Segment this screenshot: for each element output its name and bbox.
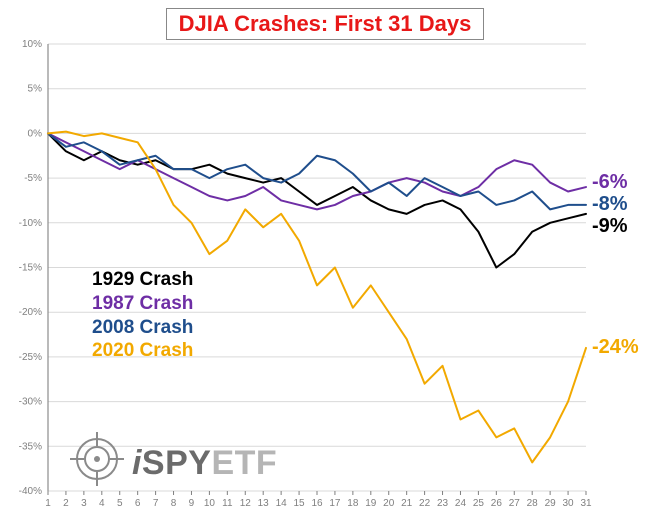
svg-text:8: 8 bbox=[171, 498, 177, 509]
svg-text:14: 14 bbox=[276, 498, 288, 509]
chart-container: DJIA Crashes: First 31 Days -40%-35%-30%… bbox=[0, 0, 650, 521]
svg-text:27: 27 bbox=[509, 498, 521, 509]
svg-text:12: 12 bbox=[240, 498, 252, 509]
svg-text:-30%: -30% bbox=[19, 397, 42, 408]
svg-text:29: 29 bbox=[545, 498, 557, 509]
svg-text:10%: 10% bbox=[22, 39, 42, 50]
svg-text:17: 17 bbox=[329, 498, 341, 509]
svg-text:-10%: -10% bbox=[19, 218, 42, 229]
svg-text:20: 20 bbox=[383, 498, 395, 509]
svg-text:5%: 5% bbox=[28, 84, 43, 95]
svg-text:22: 22 bbox=[419, 498, 431, 509]
svg-text:-35%: -35% bbox=[19, 441, 42, 452]
svg-text:-20%: -20% bbox=[19, 307, 42, 318]
svg-text:3: 3 bbox=[81, 498, 87, 509]
svg-text:4: 4 bbox=[99, 498, 105, 509]
svg-text:1: 1 bbox=[45, 498, 51, 509]
svg-text:-25%: -25% bbox=[19, 352, 42, 363]
svg-text:21: 21 bbox=[401, 498, 413, 509]
svg-text:0%: 0% bbox=[28, 128, 43, 139]
svg-text:28: 28 bbox=[527, 498, 539, 509]
svg-text:11: 11 bbox=[222, 498, 233, 509]
svg-text:2: 2 bbox=[63, 498, 69, 509]
chart-svg: -40%-35%-30%-25%-20%-15%-10%-5%0%5%10%12… bbox=[0, 0, 650, 521]
svg-text:16: 16 bbox=[311, 498, 323, 509]
svg-text:-40%: -40% bbox=[19, 486, 42, 497]
svg-text:6: 6 bbox=[135, 498, 141, 509]
svg-text:18: 18 bbox=[347, 498, 359, 509]
svg-text:15: 15 bbox=[294, 498, 306, 509]
svg-text:26: 26 bbox=[491, 498, 503, 509]
svg-text:7: 7 bbox=[153, 498, 159, 509]
svg-text:13: 13 bbox=[258, 498, 270, 509]
svg-text:19: 19 bbox=[365, 498, 377, 509]
svg-text:24: 24 bbox=[455, 498, 467, 509]
svg-text:9: 9 bbox=[189, 498, 195, 509]
svg-text:31: 31 bbox=[580, 498, 592, 509]
svg-text:10: 10 bbox=[204, 498, 216, 509]
svg-text:23: 23 bbox=[437, 498, 449, 509]
svg-text:30: 30 bbox=[563, 498, 575, 509]
svg-text:5: 5 bbox=[117, 498, 123, 509]
svg-text:-15%: -15% bbox=[19, 263, 42, 274]
svg-text:-5%: -5% bbox=[24, 173, 42, 184]
svg-text:25: 25 bbox=[473, 498, 485, 509]
